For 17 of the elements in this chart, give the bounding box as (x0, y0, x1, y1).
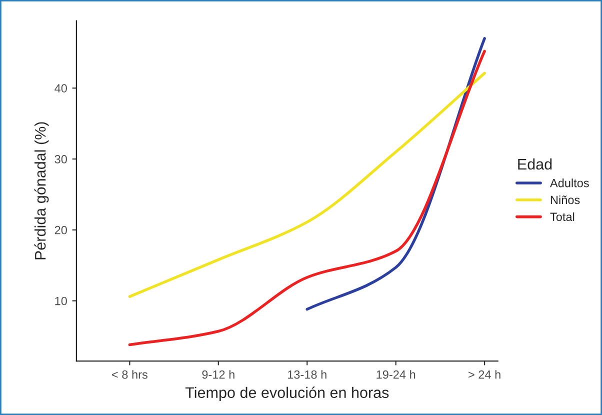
line-series (128, 50, 486, 346)
y-tick-label: 30 (54, 155, 67, 164)
legend-label: Adultos (550, 178, 589, 188)
line-series (128, 72, 486, 298)
legend-label: Total (550, 212, 574, 222)
x-axis-title: Tiempo de evolución en horas (185, 386, 389, 402)
x-tick-label: 19-24 h (376, 370, 416, 379)
x-tick-label: > 24 h (468, 370, 500, 379)
legend-label: Niños (550, 195, 580, 204)
y-tick-label: 20 (54, 226, 67, 234)
x-tick-label: 13-18 h (288, 370, 326, 379)
x-tick-label: < 8 hrs (112, 370, 148, 379)
y-tick-label: 10 (55, 296, 67, 306)
y-tick-label: 40 (54, 84, 67, 92)
x-tick-label: 9-12 h (202, 370, 234, 379)
legend-title: Edad (518, 158, 552, 170)
y-axis-title: Pérdida gónadal (%) (34, 122, 49, 260)
